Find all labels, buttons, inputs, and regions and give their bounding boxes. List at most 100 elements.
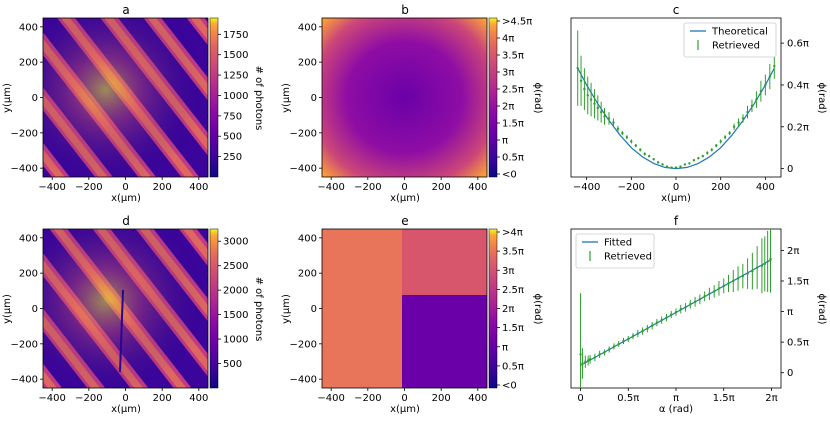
panel-d-ytick-label: −400 <box>11 375 38 386</box>
panel-f-xtick-label: 0.5π <box>617 393 639 404</box>
panel-e-ytick-label: 0 <box>311 304 317 315</box>
panel-a-ytick-label: 0 <box>32 93 38 104</box>
panel-d-ytick-label: −200 <box>11 339 38 350</box>
panel-d-xtick-label: 400 <box>189 393 208 404</box>
panel-f-point <box>650 324 654 327</box>
panel-c-legend-entry: Retrieved <box>712 41 760 52</box>
panel-a-xtick-label: −400 <box>38 182 65 193</box>
panel-f-point <box>593 356 597 359</box>
panel-d-xtick-label: 200 <box>153 393 172 404</box>
panel-c-point <box>579 79 583 82</box>
panel-c-xtick-label: 200 <box>711 182 730 193</box>
panel-b-cbar-tick-label: 4π <box>502 34 514 45</box>
panel-a-ytick-label: 400 <box>19 22 38 33</box>
panel-c-point <box>764 83 767 87</box>
panel-f-point <box>674 310 678 314</box>
panel-a-colorbar <box>209 17 219 178</box>
panel-c-legend <box>683 22 777 58</box>
panel-f-ytick-label: 0.5π <box>787 338 809 349</box>
panel-f-point <box>722 284 725 288</box>
panel-c-point <box>715 144 718 147</box>
panel-e-lower-right <box>402 295 487 388</box>
panel-d-cbar-tick-label: 500 <box>223 359 242 370</box>
panel-a-xtick-label: −200 <box>75 182 102 193</box>
panel-c-point <box>697 156 700 160</box>
panel-f-xtick-label: 2π <box>765 393 777 404</box>
panel-a-glow <box>43 18 208 177</box>
panel-b-xtick-label: −400 <box>317 182 344 193</box>
panel-f-point <box>712 290 716 293</box>
panel-b-xtick-label: 200 <box>432 182 451 193</box>
panel-c-point <box>692 159 696 162</box>
panel-f-point <box>684 306 687 309</box>
panel-d-cbar-tick-label: 2500 <box>223 261 248 272</box>
panel-c-point <box>719 140 722 143</box>
panel-b-cbar-tick-label: 3π <box>502 68 514 79</box>
panel-b-ylabel: y(μm) <box>281 83 292 113</box>
panel-c-point <box>737 121 740 124</box>
panel-c-xtick-label: 400 <box>756 182 775 193</box>
panel-c-title: c <box>673 3 680 17</box>
panel-b-xtick-label: 400 <box>468 182 487 193</box>
panel-d-ytick-label: 400 <box>19 233 38 244</box>
panel-f-point <box>693 300 697 303</box>
panel-d-cbar-tick-label: 2000 <box>223 286 248 297</box>
panel-a-cbar-tick-label: 1500 <box>223 50 248 61</box>
panel-b-xlabel: x(μm) <box>390 193 420 204</box>
panel-c-point <box>583 87 586 91</box>
panel-f-point <box>660 318 663 322</box>
panel-f-title: f <box>674 214 679 228</box>
panel-c-ytick-label: 0.6π <box>787 39 809 50</box>
panel-c-point <box>688 162 691 165</box>
panel-b-ytick-label: −400 <box>290 164 317 175</box>
panel-f-point <box>581 362 584 365</box>
panel-b-cbar-tick-label: 0.5π <box>502 153 524 164</box>
panel-c-point <box>630 140 633 143</box>
panel-e <box>321 228 498 389</box>
panel-e-xtick-label: −400 <box>317 393 344 404</box>
panel-c-point <box>643 152 646 156</box>
panel-f-legend-entry: Fitted <box>604 238 632 249</box>
panel-f-point <box>708 292 711 296</box>
panel-c-point <box>665 165 669 168</box>
panel-b-cbar-tick-label: π <box>502 136 508 147</box>
panel-c-point <box>679 165 682 168</box>
panel-f-point <box>603 351 606 354</box>
panel-c-point <box>723 136 727 139</box>
panel-c-point <box>616 127 620 131</box>
panel-a-ytick-label: −400 <box>11 164 38 175</box>
panel-c-point <box>732 125 736 128</box>
panel-c-point <box>755 98 758 101</box>
panel-a-xtick-label: 200 <box>153 182 172 193</box>
panel-a-ytick-label: −200 <box>11 128 38 139</box>
panel-b-cbar-tick-label: 3.5π <box>502 51 524 62</box>
panel-f-point <box>631 334 635 338</box>
panel-b-xtick-label: −200 <box>354 182 381 193</box>
panel-b-cbar-tick-label: <0 <box>502 170 517 181</box>
panel-b <box>321 17 498 178</box>
panel-f-point <box>717 287 721 290</box>
panel-f-point <box>665 316 668 319</box>
panel-e-xtick-label: 400 <box>468 393 487 404</box>
panel-f-point <box>588 358 592 361</box>
panel-e-title: e <box>401 214 408 228</box>
panel-f-ytick-label: 1.5π <box>787 276 809 287</box>
panel-f-point <box>679 307 682 311</box>
panel-e-cbar-tick-label: <0 <box>502 381 517 392</box>
panel-c-point <box>750 104 754 108</box>
panel-d-ytick-label: 0 <box>32 304 38 315</box>
panel-d <box>42 228 219 389</box>
panel-c-ytick-label: 0.4π <box>787 80 809 91</box>
panel-f-point <box>607 348 611 351</box>
panel-f-point <box>741 274 745 278</box>
panel-f-point <box>751 269 754 273</box>
panel-c-series-theoretical <box>577 67 775 170</box>
panel-f-point <box>646 327 649 330</box>
panel-d-ylabel: y(μm) <box>2 294 13 324</box>
panel-c-point <box>656 161 660 164</box>
panel-d-ytick-label: 200 <box>19 269 38 280</box>
panel-b-ytick-label: 0 <box>311 93 317 104</box>
panel-c-xtick-label: 0 <box>673 182 679 193</box>
panel-c-xtick-label: −200 <box>618 182 645 193</box>
panel-f-point <box>598 353 601 356</box>
